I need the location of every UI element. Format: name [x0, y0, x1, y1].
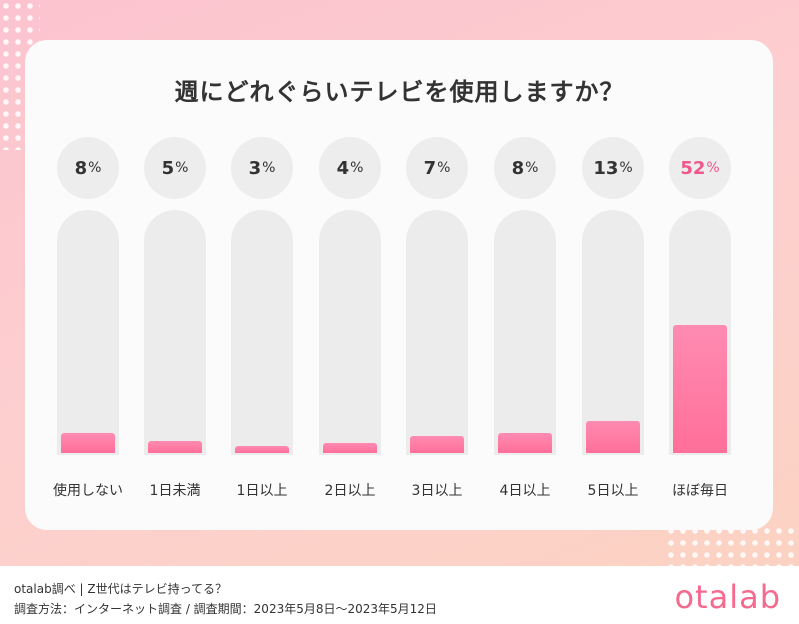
- otalab-logo: otalab: [674, 578, 781, 616]
- bar: [673, 325, 727, 453]
- category-label: 4日以上: [499, 483, 551, 499]
- bar: [323, 443, 377, 453]
- source-text: otalab調べ | Z世代はテレビ持ってる？: [14, 582, 227, 596]
- value-label: 5%: [144, 137, 206, 199]
- bar: [235, 445, 289, 453]
- value-unit: %: [88, 160, 102, 176]
- bar-track: [231, 210, 293, 455]
- value-unit: %: [525, 160, 539, 176]
- chart-card: [25, 40, 773, 530]
- chart-title: 週にどれぐらいテレビを使用しますか？: [174, 78, 625, 106]
- value-number: 13: [593, 157, 619, 179]
- bar-track: [319, 210, 381, 455]
- value-unit: %: [437, 160, 451, 176]
- category-label: 1日未満: [149, 483, 201, 499]
- bar: [148, 440, 202, 453]
- category-label: 使用しない: [53, 483, 123, 499]
- value-label: 7%: [406, 137, 468, 199]
- value-unit: %: [619, 160, 633, 176]
- value-number: 7: [423, 157, 437, 179]
- value-label: 52%: [669, 137, 731, 199]
- value-label: 8%: [57, 137, 119, 199]
- category-label: 1日以上: [236, 483, 288, 499]
- footer: otalab調べ | Z世代はテレビ持ってる？ 調査方法：インターネット調査 /…: [0, 566, 799, 624]
- bar-track: [57, 210, 119, 455]
- value-label: 3%: [231, 137, 293, 199]
- value-label: 8%: [494, 137, 556, 199]
- value-number: 8: [511, 157, 525, 179]
- method-text: 調査方法：インターネット調査 / 調査期間：2023年5月8日〜2023年5月1…: [14, 602, 437, 616]
- bar: [498, 433, 552, 453]
- value-unit: %: [706, 160, 720, 176]
- bar: [61, 433, 115, 453]
- category-label: 5日以上: [587, 483, 639, 499]
- bar-track: [406, 210, 468, 455]
- bar-track: [582, 210, 644, 455]
- decor-dots: [665, 525, 799, 566]
- value-number: 8: [74, 157, 88, 179]
- bar: [410, 435, 464, 453]
- value-number: 3: [248, 157, 262, 179]
- value-number: 5: [161, 157, 175, 179]
- value-number: 4: [336, 157, 350, 179]
- bar-track: [669, 210, 731, 455]
- bar-track: [494, 210, 556, 455]
- category-label: ほぼ毎日: [672, 483, 728, 499]
- value-unit: %: [350, 160, 364, 176]
- value-number: 52: [680, 157, 706, 179]
- value-label: 4%: [319, 137, 381, 199]
- bar-track: [144, 210, 206, 455]
- value-unit: %: [262, 160, 276, 176]
- bar: [586, 421, 640, 453]
- category-label: 3日以上: [411, 483, 463, 499]
- category-label: 2日以上: [324, 483, 376, 499]
- value-label: 13%: [582, 137, 644, 199]
- value-unit: %: [175, 160, 189, 176]
